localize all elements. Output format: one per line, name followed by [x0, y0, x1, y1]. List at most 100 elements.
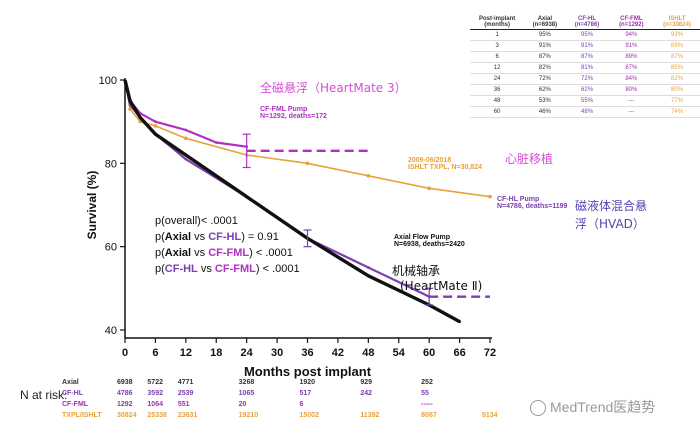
- survival-table-cell: 62%: [524, 84, 566, 96]
- survival-table-cell: 95%: [524, 29, 566, 41]
- data-point-ishlt: [427, 186, 431, 191]
- survival-table-cell: 89%: [654, 40, 700, 52]
- survival-table-col-header: Post-implant (months): [470, 15, 525, 30]
- wechat-logo-icon: [530, 400, 546, 417]
- survival-table-cell: 80%: [608, 84, 655, 96]
- series-line-axial: [123, 79, 461, 324]
- cn-label-transplant: 心脏移植: [505, 152, 554, 166]
- x-tick-label: 36: [301, 347, 313, 359]
- survival-table-row: 6 87% 87% 89% 87%: [470, 51, 700, 63]
- survival-table-cell: 36: [470, 84, 525, 96]
- data-point-ishlt: [153, 124, 158, 128]
- data-point-ishlt: [488, 194, 492, 199]
- x-tick-label: 18: [210, 347, 222, 359]
- survival-table-cell: 91%: [524, 40, 566, 52]
- data-point-axial: [245, 195, 249, 199]
- survival-table: Post-implant (months) Axial (n=6938) CF-HL…: [470, 15, 700, 118]
- at-risk-value: 20: [238, 401, 247, 408]
- pvalue-line: p(overall)< .0001: [155, 215, 238, 227]
- at-risk-value: 517: [299, 390, 312, 397]
- data-point-cfhl: [184, 157, 188, 161]
- at-risk-value: 3268: [238, 379, 255, 386]
- y-tick-label: 40: [105, 325, 117, 337]
- at-risk-value: 55: [421, 390, 429, 397]
- x-tick-label: 30: [271, 347, 283, 359]
- survival-table-cell: 24: [470, 73, 525, 85]
- x-tick-label: 54: [393, 347, 406, 359]
- at-risk-value: 11392: [360, 412, 380, 419]
- data-point-axial: [128, 99, 132, 103]
- x-tick-label: 0: [122, 347, 128, 359]
- data-point-axial: [184, 153, 188, 157]
- at-risk-value: 5722: [147, 379, 163, 386]
- survival-table-cell: ---: [608, 95, 655, 107]
- survival-table-cell: 62%: [565, 84, 609, 96]
- pvalue-line: p(Axial vs CF-FML) < .0001: [155, 247, 293, 259]
- survival-table-cell: 74%: [654, 106, 700, 118]
- at-risk-row-label: CF-HL: [62, 390, 83, 397]
- survival-table-cell: 72%: [565, 73, 609, 85]
- series-line-ishlt: [124, 79, 491, 198]
- x-tick-label: 48: [362, 347, 374, 359]
- survival-table-cell: 80%: [654, 84, 700, 96]
- data-point-axial: [366, 274, 370, 278]
- survival-table-cell: 77%: [654, 95, 700, 107]
- at-risk-value: 1292: [117, 401, 133, 408]
- cfhl-annotation-sub: N=4786, deaths=1199: [497, 203, 568, 210]
- cn-label-axial-line1: 机械轴承: [392, 264, 441, 278]
- survival-table-cell: 87%: [565, 51, 609, 63]
- data-point-cfhl: [366, 266, 370, 269]
- axial-annotation-title: Axial Flow Pump: [394, 234, 451, 241]
- cn-label-axial-line2: (HeartMate Ⅱ): [400, 279, 483, 293]
- at-risk-value: 242: [360, 390, 373, 397]
- survival-table-cell: 82%: [654, 73, 700, 85]
- at-risk-value: 30824: [117, 412, 137, 419]
- at-risk-value: 23631: [177, 412, 198, 419]
- at-risk-value: -----: [421, 401, 433, 408]
- survival-table-cell: 93%: [654, 29, 700, 41]
- data-point-ishlt: [184, 136, 188, 141]
- cn-label-hvad-line2: 浮（HVAD）: [575, 217, 645, 231]
- survival-table-cell: 46%: [524, 106, 566, 118]
- at-risk-row-label: CF-FML: [62, 401, 89, 408]
- survival-table-row: 24 72% 72% 84% 82%: [470, 73, 700, 85]
- at-risk-value: 8067: [421, 412, 437, 419]
- at-risk-value: 2539: [177, 390, 194, 397]
- at-risk-value: 5134: [482, 412, 498, 419]
- at-risk-value: 551: [177, 401, 190, 408]
- survival-table-cell: 95%: [565, 29, 609, 41]
- survival-table-cell: ---: [608, 106, 655, 118]
- pvalue-list: p(overall)< .0001 p(Axial vs CF-HL) = 0.9…: [155, 213, 300, 277]
- data-point-axial: [154, 132, 157, 136]
- survival-table-cell: 3: [470, 40, 525, 52]
- watermark: MedTrend医趋势: [530, 397, 655, 417]
- survival-table-cell: 82%: [524, 62, 566, 74]
- x-tick-label: 60: [423, 347, 435, 359]
- ishlt-annotation-sub: ISHLT TXPL, N=30,824: [408, 164, 482, 171]
- cn-label-heartmate3: 全磁悬浮（HeartMate 3）: [260, 81, 407, 95]
- survival-table-cell: 89%: [608, 51, 655, 63]
- cn-label-hvad-line1: 磁液体混合悬: [575, 199, 648, 213]
- survival-table-col-header: ISHLT (n=30824): [654, 15, 700, 30]
- y-axis-label: Survival (%): [85, 171, 99, 240]
- at-risk-value: 1920: [299, 379, 316, 386]
- survival-table-cell: 48%: [565, 106, 609, 118]
- at-risk-row-label: Axial: [62, 379, 79, 386]
- cffml-annotation-sub: N=1292, deaths=172: [260, 113, 327, 120]
- data-point-cffml: [154, 120, 157, 124]
- survival-table-cell: 85%: [654, 62, 700, 74]
- x-tick-label: 6: [152, 347, 158, 359]
- survival-table-cell: 87%: [608, 62, 655, 74]
- data-point-axial: [458, 320, 461, 324]
- data-point-ishlt: [305, 161, 310, 166]
- at-risk-value: 25338: [147, 412, 167, 419]
- survival-table-col-header: CF-HL (n=4786): [565, 15, 609, 30]
- at-risk-value: 6938: [117, 379, 133, 386]
- at-risk-value: 4771: [177, 379, 194, 386]
- at-risk-value: 1064: [147, 401, 163, 408]
- at-risk-value: 3592: [147, 390, 163, 397]
- x-tick-label: 12: [180, 347, 192, 359]
- x-tick-label: 66: [453, 347, 465, 359]
- survival-table-cell: 94%: [608, 29, 655, 41]
- survival-table-cell: 53%: [524, 95, 566, 107]
